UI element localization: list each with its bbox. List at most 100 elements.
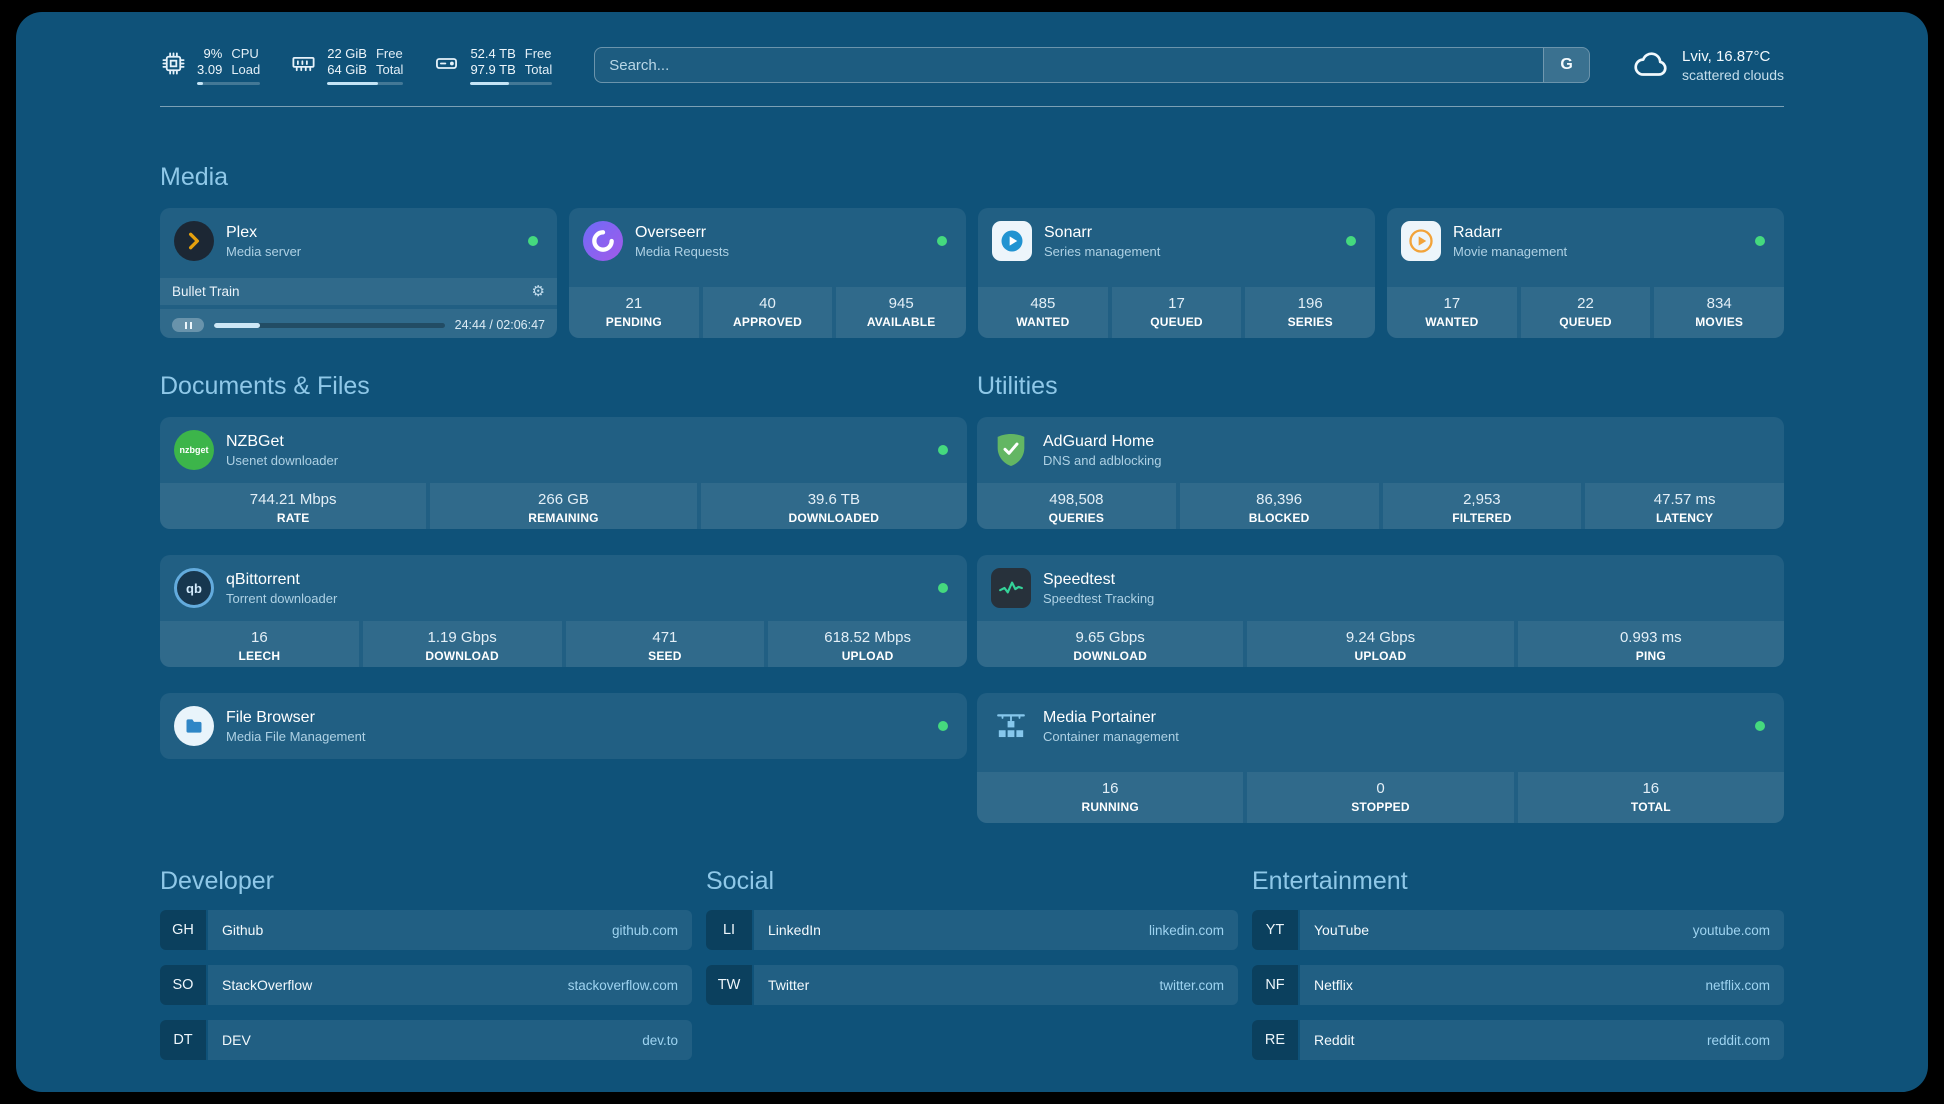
portainer-icon bbox=[991, 706, 1031, 746]
nzbget-icon: nzbget bbox=[174, 430, 214, 470]
stat-total: 16 TOTAL bbox=[1517, 772, 1784, 823]
stat-label: UPLOAD bbox=[841, 649, 894, 663]
service-name: Media Portainer bbox=[1043, 708, 1156, 726]
radarr-link[interactable]: Radarr Movie management bbox=[1387, 208, 1784, 274]
stat-value: 196 bbox=[1297, 295, 1323, 312]
status-dot bbox=[937, 236, 947, 246]
stat-pending: 21 PENDING bbox=[569, 287, 699, 338]
plex-card: Plex Media server Bullet Train ⚙ bbox=[160, 208, 557, 338]
stat-value: 21 bbox=[625, 295, 643, 312]
playback-progress-fill bbox=[214, 322, 261, 328]
bookmark-group-entertainment: Entertainment YT YouTube youtube.com NF … bbox=[1252, 867, 1784, 1060]
bookmark-item-youtube[interactable]: YT YouTube youtube.com bbox=[1252, 910, 1784, 950]
bookmark-name: LinkedIn bbox=[768, 922, 821, 938]
stat-value: 9.65 Gbps bbox=[1075, 629, 1145, 646]
bookmark-item-stackoverflow[interactable]: SO StackOverflow stackoverflow.com bbox=[160, 965, 692, 1005]
stat-value: 17 bbox=[1443, 295, 1461, 312]
stat-queued: 22 QUEUED bbox=[1520, 287, 1651, 338]
stat-label: RUNNING bbox=[1081, 800, 1139, 814]
service-subtitle: DNS and adblocking bbox=[1043, 452, 1162, 468]
stat-value: 22 bbox=[1577, 295, 1594, 312]
stat-stopped: 0 STOPPED bbox=[1247, 772, 1514, 823]
bookmark-item-netflix[interactable]: NF Netflix netflix.com bbox=[1252, 965, 1784, 1005]
service-subtitle: Media Requests bbox=[635, 243, 729, 259]
stat-upload: 9.24 Gbps UPLOAD bbox=[1247, 621, 1514, 667]
radarr-icon bbox=[1401, 221, 1441, 261]
qbittorrent-link[interactable]: qb qBittorrent Torrent downloader bbox=[160, 555, 967, 621]
bookmark-item-twitter[interactable]: TW Twitter twitter.com bbox=[706, 965, 1238, 1005]
disk-total-label: Total bbox=[524, 61, 553, 77]
stat-label: QUERIES bbox=[1048, 511, 1105, 525]
service-name: Overseerr bbox=[635, 223, 707, 241]
plex-link[interactable]: Plex Media server bbox=[160, 208, 557, 274]
media-section-title: Media bbox=[160, 163, 229, 191]
stat-running: 16 RUNNING bbox=[977, 772, 1244, 823]
stat-label: WANTED bbox=[1016, 315, 1070, 329]
stat-value: 40 bbox=[759, 295, 776, 312]
service-subtitle: Container management bbox=[1043, 728, 1179, 744]
bookmark-item-reddit[interactable]: RE Reddit reddit.com bbox=[1252, 1020, 1784, 1060]
bookmark-abbr: SO bbox=[160, 965, 206, 1005]
adguard-card: AdGuard Home DNS and adblocking 498,508 … bbox=[977, 417, 1784, 529]
stat-value: 498,508 bbox=[1049, 491, 1104, 508]
header-divider bbox=[160, 106, 1784, 107]
service-subtitle: Media File Management bbox=[226, 728, 366, 744]
bookmark-abbr: LI bbox=[706, 910, 752, 950]
media-section: Media Plex Media server bbox=[160, 163, 1784, 338]
portainer-link[interactable]: Media Portainer Container management bbox=[977, 693, 1784, 759]
bookmark-item-linkedin[interactable]: LI LinkedIn linkedin.com bbox=[706, 910, 1238, 950]
weather-widget: Lviv, 16.87°C scattered clouds bbox=[1632, 46, 1784, 84]
stat-value: 945 bbox=[888, 295, 914, 312]
search-provider-button[interactable]: G bbox=[1543, 48, 1590, 82]
bookmark-name: Github bbox=[222, 922, 264, 938]
stat-label: SEED bbox=[648, 649, 682, 663]
disk-icon bbox=[436, 57, 458, 69]
search-input[interactable] bbox=[595, 48, 1544, 82]
bookmark-url: stackoverflow.com bbox=[567, 977, 678, 993]
speedtest-link[interactable]: Speedtest Speedtest Tracking bbox=[977, 555, 1784, 621]
cpu-load-label: Load bbox=[231, 61, 261, 77]
stat-label: DOWNLOADED bbox=[788, 511, 880, 525]
bookmark-abbr: YT bbox=[1252, 910, 1298, 950]
memory-progress-track bbox=[327, 81, 404, 85]
stat-value: 471 bbox=[652, 629, 678, 646]
status-dot bbox=[938, 583, 948, 593]
service-subtitle: Movie management bbox=[1453, 243, 1568, 259]
service-name: Sonarr bbox=[1044, 223, 1093, 241]
stat-latency: 47.57 ms LATENCY bbox=[1585, 483, 1784, 529]
service-name: AdGuard Home bbox=[1043, 432, 1155, 450]
stat-label: WANTED bbox=[1425, 315, 1479, 329]
cpu-progress-fill bbox=[197, 81, 203, 85]
overseerr-link[interactable]: Overseerr Media Requests bbox=[569, 208, 966, 274]
portainer-card: Media Portainer Container management 16 … bbox=[977, 693, 1784, 823]
bookmark-item-github[interactable]: GH Github github.com bbox=[160, 910, 692, 950]
nzbget-link[interactable]: nzbget NZBGet Usenet downloader bbox=[160, 417, 967, 483]
bookmark-url: github.com bbox=[611, 922, 678, 938]
stat-label: LATENCY bbox=[1656, 511, 1714, 525]
stat-ping: 0.993 ms PING bbox=[1517, 621, 1784, 667]
status-dot bbox=[1755, 721, 1765, 731]
stat-value: 834 bbox=[1706, 295, 1732, 312]
top-bar: 9% 3.09 CPU Load bbox=[160, 42, 1784, 88]
service-name: Speedtest bbox=[1043, 570, 1116, 588]
speedtest-card: Speedtest Speedtest Tracking 9.65 Gbps D… bbox=[977, 555, 1784, 667]
disk-progress-fill bbox=[470, 81, 509, 85]
stat-label: RATE bbox=[276, 511, 310, 525]
stat-download: 9.65 Gbps DOWNLOAD bbox=[977, 621, 1244, 667]
disk-free-label: Free bbox=[524, 45, 552, 61]
weather-location: Lviv, 16.87°C bbox=[1682, 47, 1771, 65]
filebrowser-icon bbox=[174, 706, 214, 746]
bookmark-group-title: Developer bbox=[160, 867, 274, 895]
service-name: Plex bbox=[226, 223, 258, 241]
stat-value: 1.19 Gbps bbox=[427, 629, 497, 646]
cpu-resource-widget: 9% 3.09 CPU Load bbox=[160, 46, 261, 85]
adguard-link[interactable]: AdGuard Home DNS and adblocking bbox=[977, 417, 1784, 483]
filebrowser-link[interactable]: File Browser Media File Management bbox=[160, 693, 967, 759]
memory-free-value: 22 GiB bbox=[327, 45, 367, 61]
sonarr-link[interactable]: Sonarr Series management bbox=[978, 208, 1375, 274]
cpu-progress-track bbox=[197, 81, 261, 85]
stat-value: 266 GB bbox=[538, 491, 589, 508]
bookmark-item-dev[interactable]: DT DEV dev.to bbox=[160, 1020, 692, 1060]
status-dot bbox=[938, 445, 948, 455]
speedtest-icon bbox=[991, 568, 1031, 608]
